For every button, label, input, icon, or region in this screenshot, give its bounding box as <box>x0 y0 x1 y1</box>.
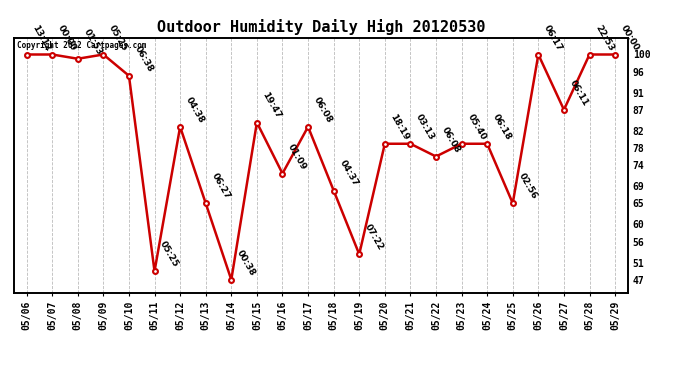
Text: 01:53: 01:53 <box>81 27 104 57</box>
Text: 06:08: 06:08 <box>440 125 462 154</box>
Text: 00:00: 00:00 <box>56 24 78 52</box>
Text: 04:37: 04:37 <box>337 159 359 188</box>
Text: 02:56: 02:56 <box>517 172 539 201</box>
Text: 22:53: 22:53 <box>593 23 615 52</box>
Text: 06:38: 06:38 <box>132 45 155 74</box>
Text: 04:38: 04:38 <box>184 95 206 124</box>
Text: 05:25: 05:25 <box>159 240 180 269</box>
Text: 06:11: 06:11 <box>568 78 590 108</box>
Text: 01:09: 01:09 <box>286 142 308 171</box>
Text: 00:00: 00:00 <box>619 24 641 52</box>
Text: 06:27: 06:27 <box>210 172 232 201</box>
Title: Outdoor Humidity Daily High 20120530: Outdoor Humidity Daily High 20120530 <box>157 19 485 35</box>
Text: 05:40: 05:40 <box>466 112 487 142</box>
Text: 06:17: 06:17 <box>542 23 564 52</box>
Text: 19:47: 19:47 <box>261 91 283 120</box>
Text: 05:25: 05:25 <box>107 23 129 52</box>
Text: 00:38: 00:38 <box>235 249 257 278</box>
Text: Copyright 2012 Cartpages.com: Copyright 2012 Cartpages.com <box>17 41 146 50</box>
Text: 03:13: 03:13 <box>414 112 436 142</box>
Text: 07:22: 07:22 <box>363 223 385 252</box>
Text: 06:18: 06:18 <box>491 112 513 142</box>
Text: 06:08: 06:08 <box>312 96 334 124</box>
Text: 18:19: 18:19 <box>388 112 411 142</box>
Text: 13:12: 13:12 <box>30 23 52 52</box>
